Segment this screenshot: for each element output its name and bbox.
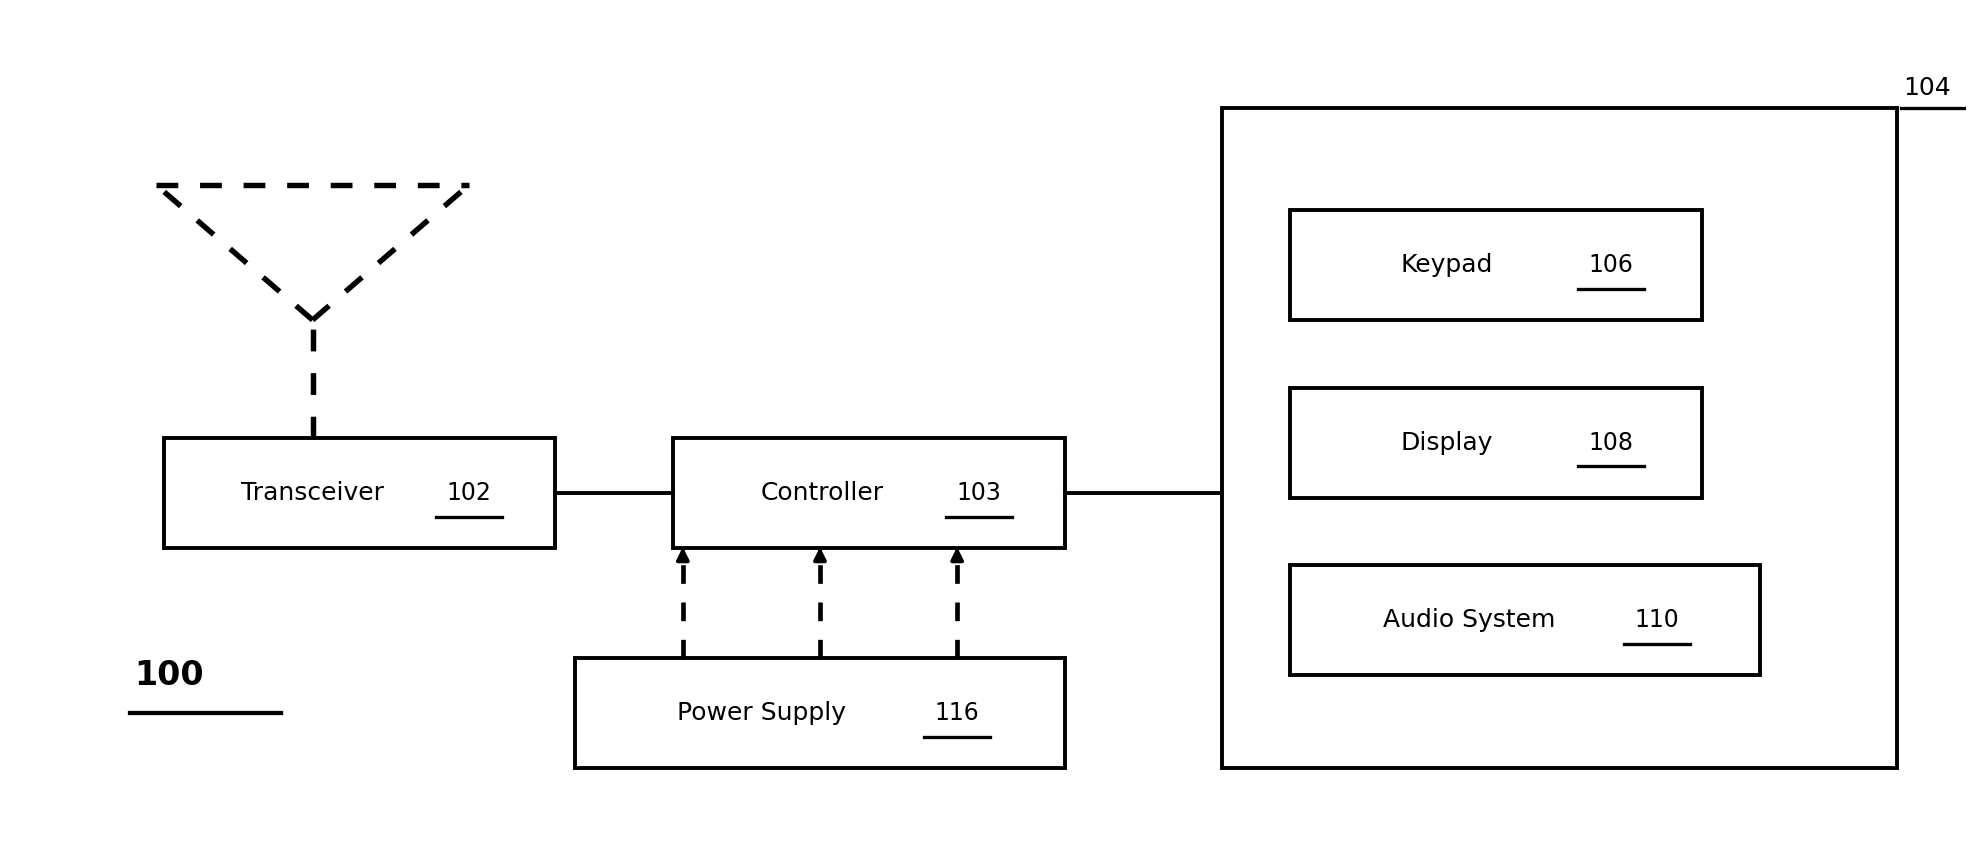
Text: 100: 100 bbox=[134, 659, 203, 692]
Text: 103: 103 bbox=[957, 482, 1000, 506]
Bar bbox=[1290, 210, 1701, 320]
Text: 102: 102 bbox=[446, 482, 491, 506]
Bar bbox=[1290, 388, 1701, 498]
Text: Controller: Controller bbox=[760, 482, 884, 506]
Text: 106: 106 bbox=[1588, 253, 1634, 277]
Text: 104: 104 bbox=[1904, 76, 1951, 100]
Bar bbox=[673, 439, 1065, 549]
Text: Audio System: Audio System bbox=[1383, 608, 1555, 632]
Text: Power Supply: Power Supply bbox=[677, 702, 846, 726]
Text: Transceiver: Transceiver bbox=[241, 482, 385, 506]
Bar bbox=[1221, 108, 1898, 769]
Text: Keypad: Keypad bbox=[1401, 253, 1494, 277]
Bar bbox=[574, 659, 1065, 769]
Text: 116: 116 bbox=[935, 702, 979, 726]
Bar bbox=[164, 439, 556, 549]
Text: 110: 110 bbox=[1634, 608, 1679, 632]
Text: 108: 108 bbox=[1588, 431, 1634, 455]
Bar bbox=[1290, 565, 1760, 675]
Text: Display: Display bbox=[1401, 431, 1494, 455]
